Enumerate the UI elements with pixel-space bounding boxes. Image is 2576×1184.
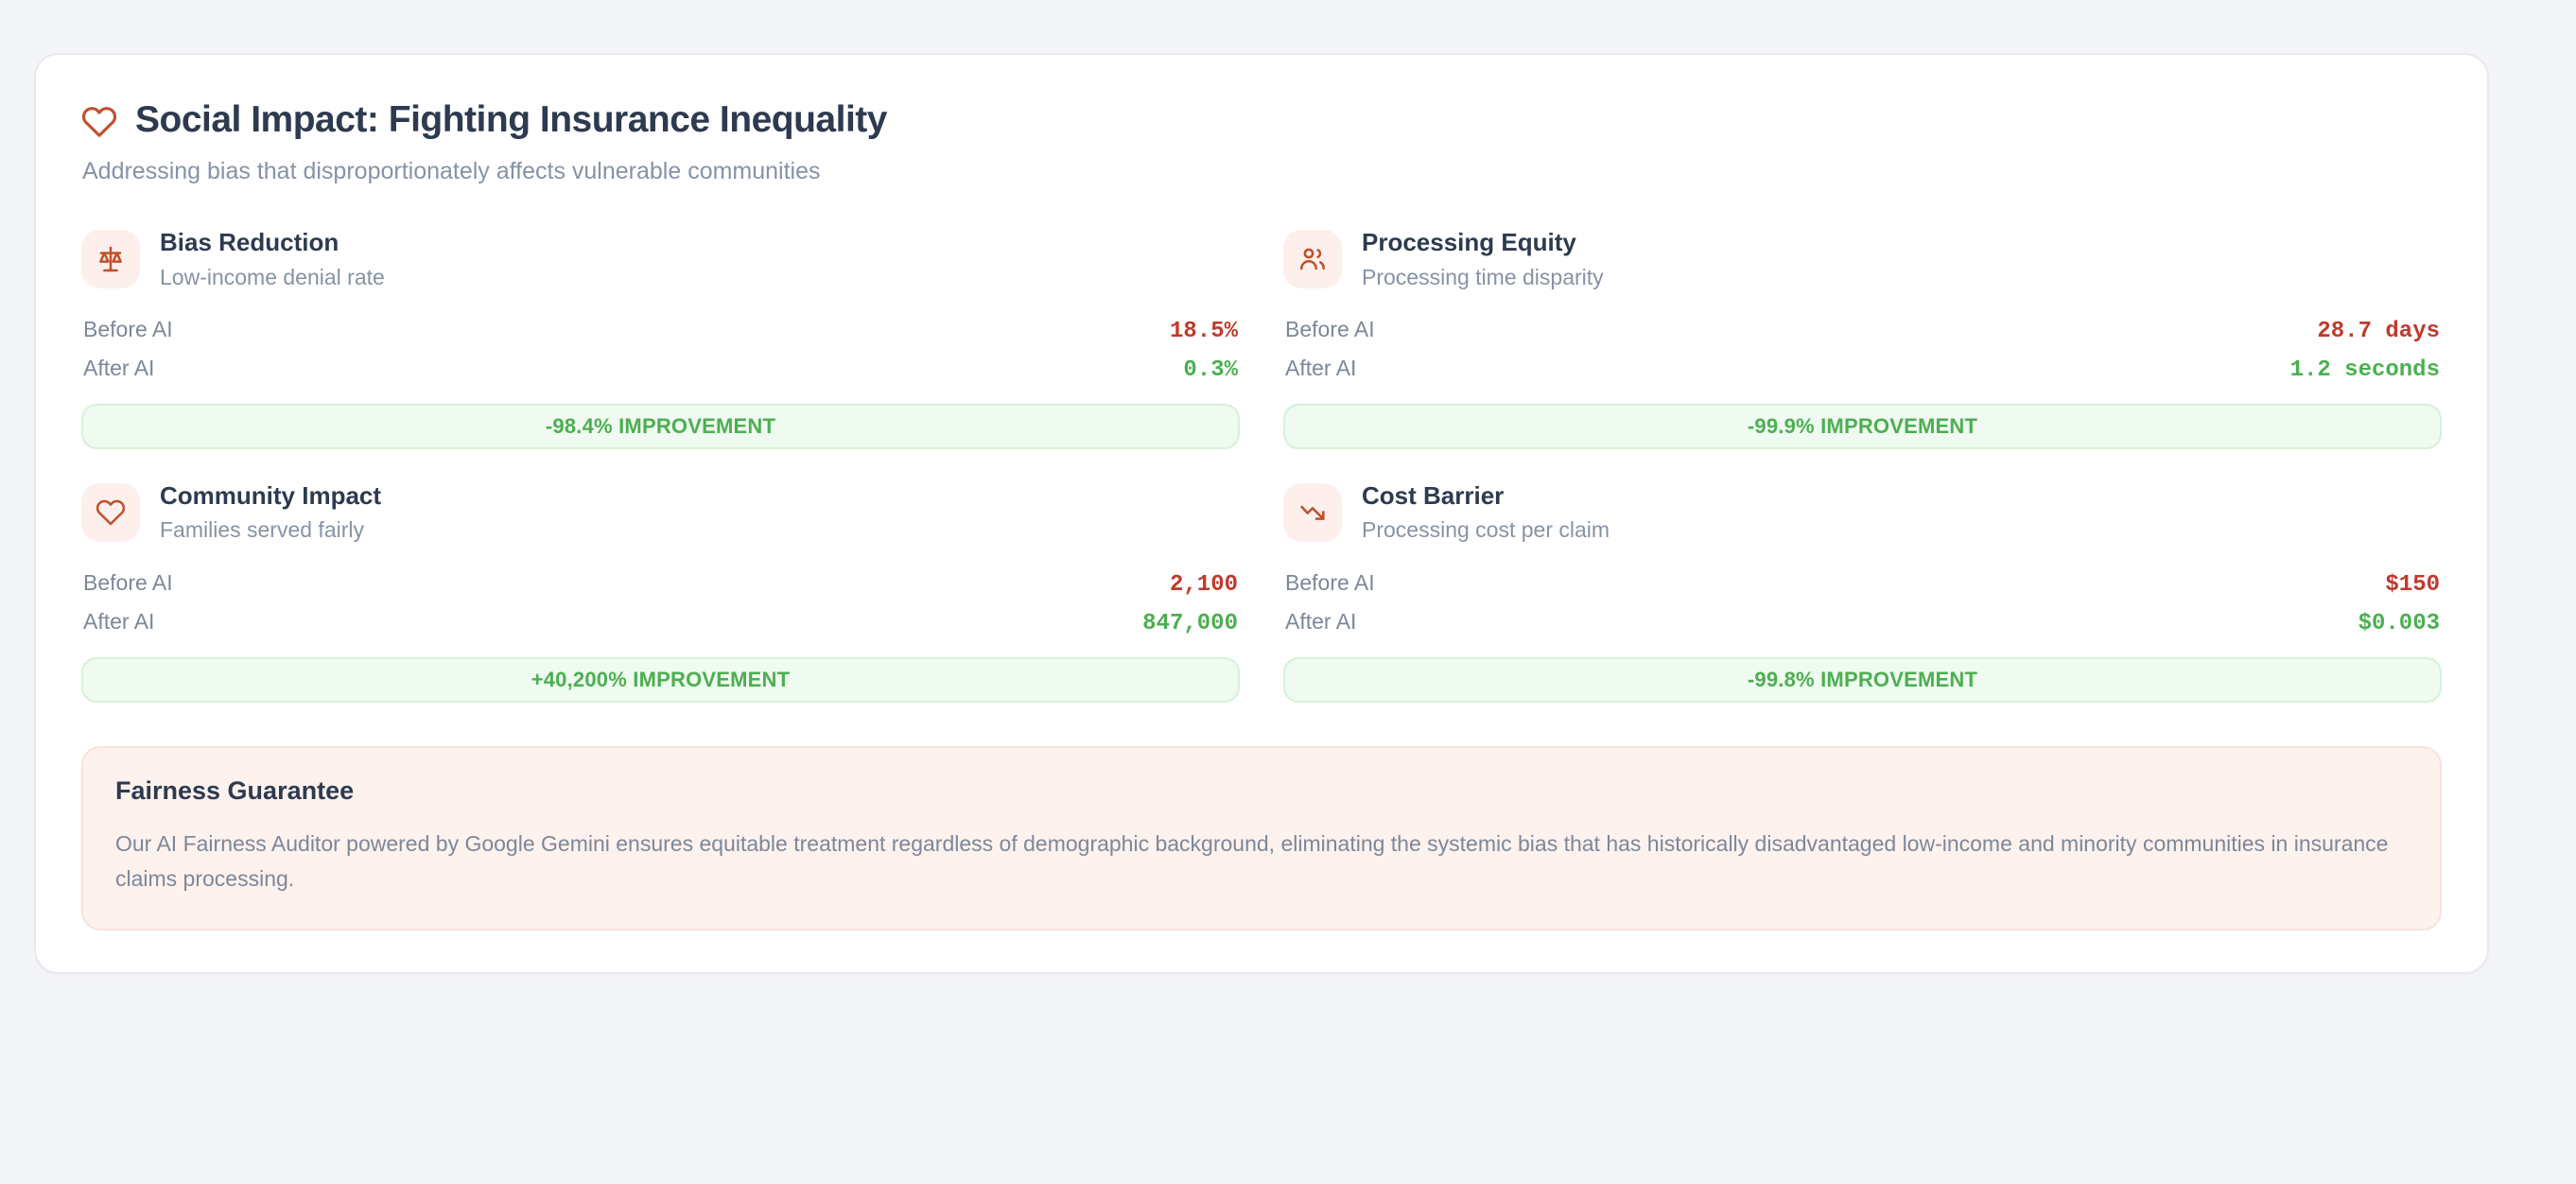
social-impact-card: Social Impact: Fighting Insurance Inequa… [34, 53, 2489, 975]
metric-text-block: Processing Equity Processing time dispar… [1362, 228, 1604, 290]
metric-row-before: Before AI 2,100 [81, 565, 1240, 603]
metric-description: Processing time disparity [1362, 264, 1604, 289]
after-label: After AI [83, 356, 155, 381]
metric-row-before: Before AI 18.5% [81, 311, 1240, 350]
metric-description: Families served fairly [160, 517, 364, 543]
metric-row-after: After AI $0.003 [1283, 603, 2442, 642]
fairness-guarantee-panel: Fairness Guarantee Our AI Fairness Audit… [81, 745, 2442, 932]
metric-text-block: Community Impact Families served fairly [160, 481, 381, 544]
after-value: 847,000 [1142, 610, 1238, 636]
metric-card-community-impact: Community Impact Families served fairly … [81, 481, 1240, 735]
metric-icon-container [81, 483, 140, 543]
after-label: After AI [1285, 608, 1357, 634]
metric-row-before: Before AI $150 [1283, 565, 2442, 603]
metric-name: Processing Equity [1362, 228, 1576, 257]
metric-header: Community Impact Families served fairly [81, 481, 1240, 544]
trending-down-icon [1300, 505, 1325, 520]
before-label: Before AI [83, 569, 173, 595]
before-value: 28.7 days [2317, 319, 2440, 345]
improvement-badge: -99.8% IMPROVEMENT [1283, 656, 2442, 703]
metric-description: Low-income denial rate [160, 264, 385, 289]
metric-card-processing-equity: Processing Equity Processing time dispar… [1283, 228, 2442, 481]
after-label: After AI [83, 608, 155, 634]
after-value: $0.003 [2358, 610, 2440, 636]
metric-description: Processing cost per claim [1362, 517, 1610, 543]
before-value: 2,100 [1169, 571, 1238, 598]
metric-icon-container [81, 230, 140, 289]
metric-header: Processing Equity Processing time dispar… [1283, 228, 2442, 290]
metric-header: Bias Reduction Low-income denial rate [81, 228, 1240, 290]
scales-icon [99, 247, 122, 272]
improvement-badge: -98.4% IMPROVEMENT [81, 404, 1240, 450]
metric-row-before: Before AI 28.7 days [1283, 311, 2442, 350]
metric-row-after: After AI 1.2 seconds [1283, 350, 2442, 389]
fairness-guarantee-body: Our AI Fairness Auditor powered by Googl… [115, 830, 2389, 892]
after-value: 1.2 seconds [2289, 357, 2440, 384]
metric-icon-container [1283, 230, 1342, 289]
before-label: Before AI [83, 317, 173, 342]
metric-name: Bias Reduction [160, 228, 339, 257]
before-label: Before AI [1285, 317, 1375, 342]
heart-icon [81, 107, 117, 137]
metric-text-block: Cost Barrier Processing cost per claim [1362, 481, 1610, 544]
title-row: Social Impact: Fighting Insurance Inequa… [81, 99, 2442, 141]
after-value: 0.3% [1183, 357, 1238, 384]
before-label: Before AI [1285, 569, 1375, 595]
users-icon [1300, 248, 1325, 270]
metrics-grid: Bias Reduction Low-income denial rate Be… [81, 228, 2442, 735]
metric-name: Community Impact [160, 481, 382, 511]
after-label: After AI [1285, 356, 1357, 381]
metric-text-block: Bias Reduction Low-income denial rate [160, 228, 385, 290]
metric-card-cost-barrier: Cost Barrier Processing cost per claim B… [1283, 481, 2442, 735]
heart-icon [96, 499, 126, 526]
metric-header: Cost Barrier Processing cost per claim [1283, 481, 2442, 544]
metric-name: Cost Barrier [1362, 481, 1505, 511]
improvement-badge: +40,200% IMPROVEMENT [81, 656, 1240, 703]
card-subtitle: Addressing bias that disproportionately … [82, 157, 821, 184]
metric-row-after: After AI 0.3% [81, 350, 1240, 389]
improvement-badge: -99.9% IMPROVEMENT [1283, 404, 2442, 450]
fairness-guarantee-title: Fairness Guarantee [115, 775, 355, 805]
card-header: Social Impact: Fighting Insurance Inequa… [81, 99, 2442, 186]
before-value: 18.5% [1169, 319, 1238, 345]
page-title: Social Impact: Fighting Insurance Inequa… [135, 99, 887, 140]
metric-card-bias-reduction: Bias Reduction Low-income denial rate Be… [81, 228, 1240, 481]
before-value: $150 [2385, 571, 2440, 598]
metric-row-after: After AI 847,000 [81, 603, 1240, 642]
metric-icon-container [1283, 483, 1342, 543]
